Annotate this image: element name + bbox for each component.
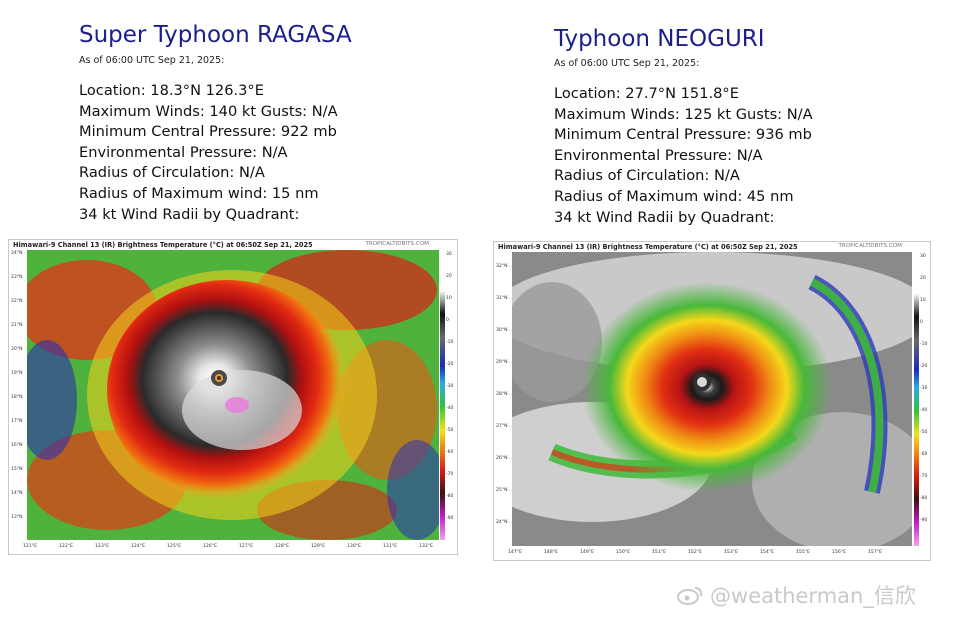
satellite-header: Himawari-9 Channel 13 (IR) Brightness Te… (13, 241, 313, 249)
satellite-header: Himawari-9 Channel 13 (IR) Brightness Te… (498, 243, 798, 251)
max-winds-line: Maximum Winds: 140 kt Gusts: N/A (79, 102, 338, 120)
env-pressure-line: Environmental Pressure: N/A (554, 146, 763, 164)
radius-circulation-line: Radius of Circulation: N/A (554, 167, 740, 185)
location-line: Location: 27.7°N 151.8°E (554, 85, 739, 102)
satellite-image-neoguri: Himawari-9 Channel 13 (IR) Brightness Te… (493, 241, 931, 561)
weibo-logo-icon (677, 587, 703, 605)
radius-max-wind-line: Radius of Maximum wind: 45 nm (554, 187, 794, 205)
colorbar (914, 252, 919, 546)
storm-details: Location: 18.3°N 126.3°E Maximum Winds: … (79, 81, 338, 225)
storm-title: Typhoon NEOGURI (554, 26, 765, 52)
storm-title: Super Typhoon RAGASA (79, 22, 352, 48)
watermark-text: @weatherman_信欣 (710, 584, 916, 608)
storm-details: Location: 27.7°N 151.8°E Maximum Winds: … (554, 84, 813, 228)
max-winds-line: Maximum Winds: 125 kt Gusts: N/A (554, 105, 813, 123)
as-of-text: As of 06:00 UTC Sep 21, 2025: (79, 55, 225, 66)
ir-imagery (27, 250, 439, 540)
min-pressure-line: Minimum Central Pressure: 936 mb (554, 126, 812, 144)
satellite-image-ragasa: Himawari-9 Channel 13 (IR) Brightness Te… (8, 239, 458, 555)
wind-radii-line: 34 kt Wind Radii by Quadrant: (554, 208, 775, 226)
colorbar (440, 250, 445, 540)
location-line: Location: 18.3°N 126.3°E (79, 82, 264, 99)
min-pressure-line: Minimum Central Pressure: 922 mb (79, 123, 337, 141)
wind-radii-line: 34 kt Wind Radii by Quadrant: (79, 205, 300, 223)
satellite-source: TROPICALTIDBITS.COM (838, 243, 902, 249)
env-pressure-line: Environmental Pressure: N/A (79, 143, 288, 161)
radius-circulation-line: Radius of Circulation: N/A (79, 164, 265, 182)
as-of-text: As of 06:00 UTC Sep 21, 2025: (554, 58, 700, 69)
satellite-source: TROPICALTIDBITS.COM (365, 241, 429, 247)
ir-imagery (512, 252, 912, 546)
watermark: @weatherman_信欣 (676, 580, 916, 610)
radius-max-wind-line: Radius of Maximum wind: 15 nm (79, 184, 319, 202)
